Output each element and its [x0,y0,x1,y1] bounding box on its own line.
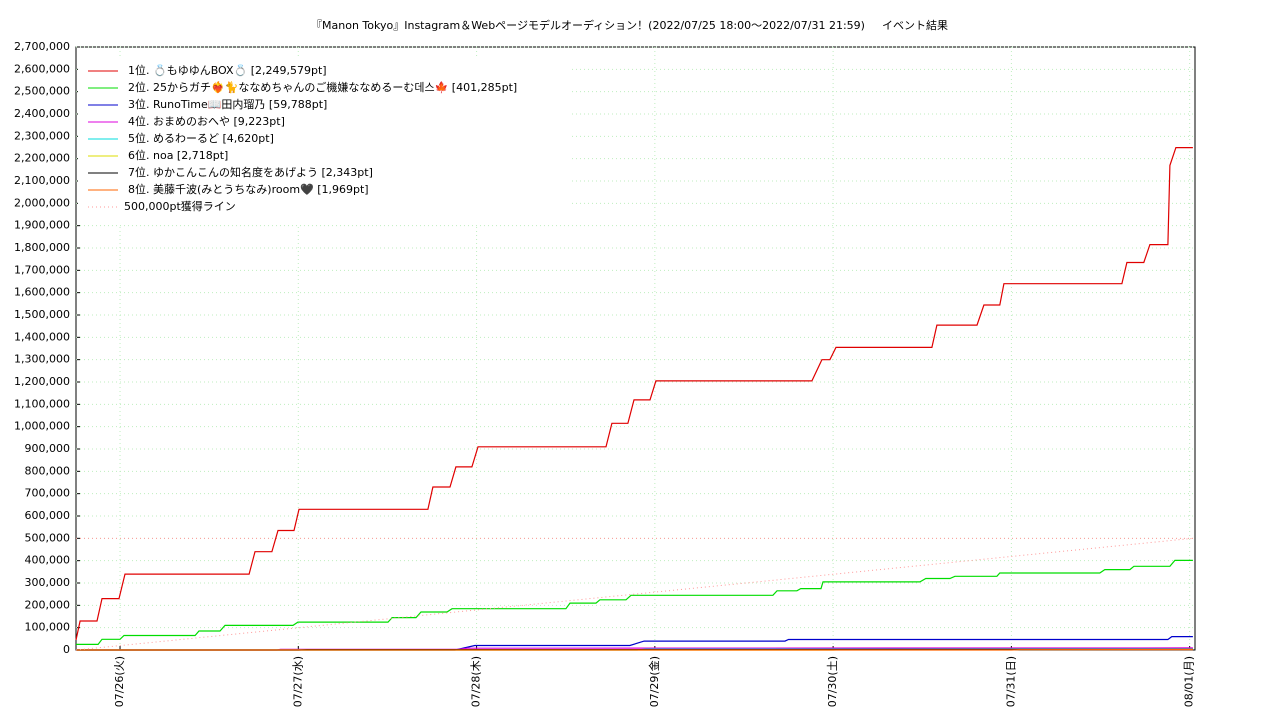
y-tick-label: 600,000 [25,509,71,522]
y-tick-label: 1,500,000 [14,308,70,321]
y-tick-label: 2,400,000 [14,107,70,120]
chart-subtitle: イベント結果 [882,18,948,32]
y-tick-label: 2,600,000 [14,62,70,75]
y-tick-label: 1,300,000 [14,353,70,366]
y-tick-label: 2,700,000 [14,40,70,53]
legend-label: 500,000pt獲得ライン [124,200,236,213]
legend-label: 7位. ゆかこんこんの知名度をあげよう [2,343pt] [128,165,373,179]
y-tick-label: 800,000 [25,464,71,477]
series-line [75,147,1193,641]
y-tick-label: 100,000 [25,621,71,634]
x-tick-label: 07/26(火) [113,656,126,707]
y-tick-label: 1,800,000 [14,241,70,254]
y-tick-label: 2,200,000 [14,152,70,165]
legend-label: 8位. 美藤千波(みとうちなみ)room🖤 [1,969pt] [128,182,369,196]
x-tick-label: 08/01(月) [1183,656,1196,707]
y-tick-label: 2,100,000 [14,174,70,187]
y-tick-label: 300,000 [25,576,71,589]
legend-label: 4位. おまめのおへや [9,223pt] [128,114,285,128]
y-tick-label: 2,500,000 [14,85,70,98]
series-line [76,559,1193,645]
legend-label: 1位. 💍もゆゆんBOX💍 [2,249,579pt] [128,63,327,77]
series-line [75,537,1193,651]
y-tick-label: 400,000 [25,554,71,567]
y-tick-label: 1,600,000 [14,286,70,299]
chart-title: 『Manon Tokyo』Instagram＆Webページモデルオーディション！… [311,18,865,32]
y-tick-label: 200,000 [25,598,71,611]
x-tick-label: 07/28(木) [470,656,483,707]
legend-label: 2位. 25からガチ❤️‍🔥🐈ななめちゃんのご機嫌ななめるーむ데스🍁 [401,… [128,80,517,94]
y-tick-label: 900,000 [25,442,71,455]
x-tick-label: 07/31(日) [1004,656,1017,707]
legend-box [78,58,572,224]
legend-label: 6位. noa [2,718pt] [128,148,228,162]
y-tick-label: 2,300,000 [14,129,70,142]
y-tick-label: 500,000 [25,531,71,544]
legend-label: 5位. めるわーるど [4,620pt] [128,131,274,145]
y-tick-label: 1,400,000 [14,330,70,343]
y-tick-label: 1,000,000 [14,420,70,433]
legend-label: 3位. RunoTime📖田内瑠乃 [59,788pt] [128,97,327,111]
y-tick-label: 1,700,000 [14,263,70,276]
x-tick-label: 07/29(金) [647,656,661,707]
y-tick-label: 700,000 [25,487,71,500]
y-tick-label: 1,200,000 [14,375,70,388]
y-tick-label: 0 [63,643,70,656]
y-tick-label: 2,000,000 [14,196,70,209]
x-tick-label: 07/30(土) [826,656,839,707]
series-line [76,636,1193,651]
x-tick-label: 07/27(水) [291,656,304,707]
y-tick-label: 1,900,000 [14,219,70,232]
y-tick-label: 1,100,000 [14,397,70,410]
